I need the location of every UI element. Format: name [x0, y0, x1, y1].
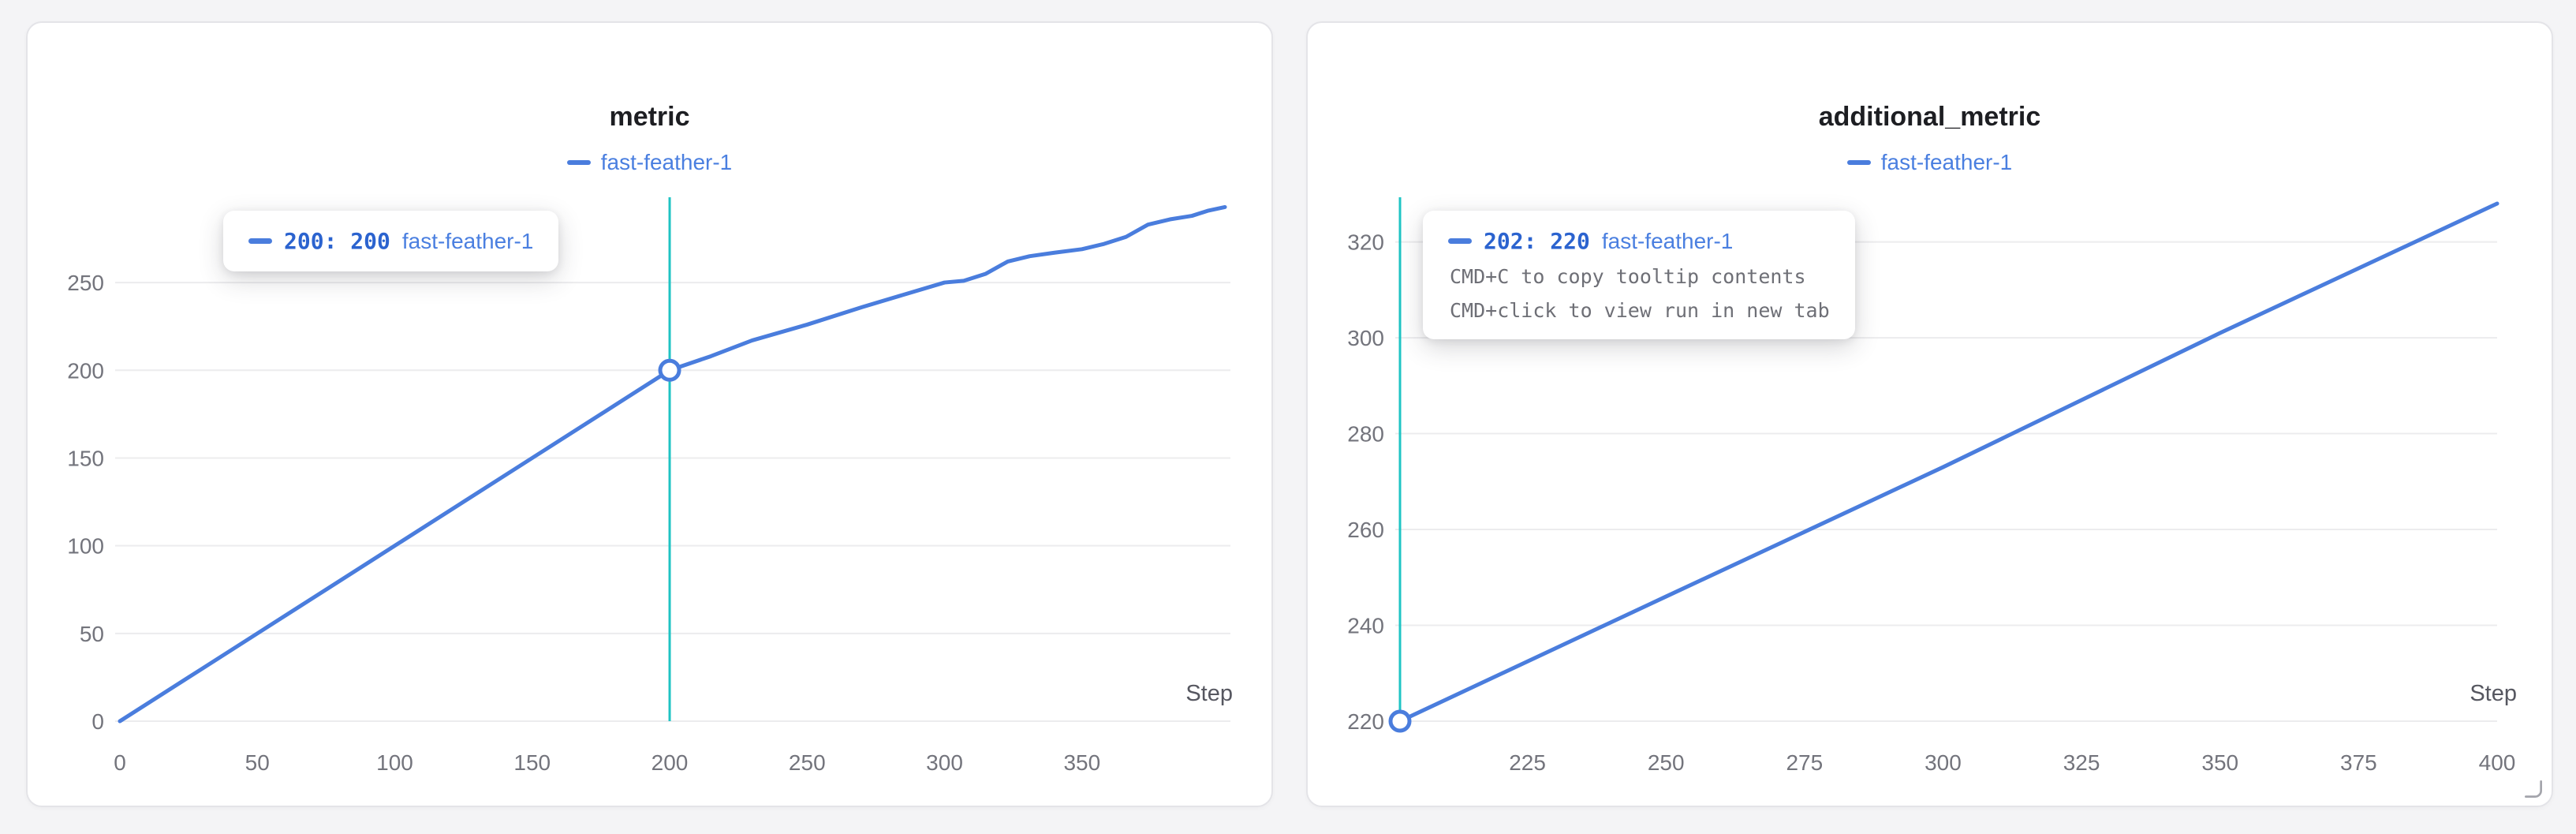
tooltip-run-name: fast-feather-1 — [1601, 228, 1734, 253]
svg-text:375: 375 — [2340, 750, 2377, 775]
tooltip-step-value: 200: 200 — [284, 228, 390, 254]
run-color-dash-icon — [1846, 160, 1871, 165]
chart-legend[interactable]: fast-feather-1 — [28, 150, 1271, 175]
svg-text:Step: Step — [1185, 681, 1233, 706]
svg-text:325: 325 — [2063, 750, 2100, 775]
svg-text:250: 250 — [789, 750, 826, 775]
svg-text:100: 100 — [376, 750, 413, 775]
tooltip-run-row: 202: 220 fast-feather-1 — [1448, 228, 1830, 254]
svg-text:250: 250 — [1648, 750, 1685, 775]
svg-text:400: 400 — [2479, 750, 2516, 775]
svg-text:275: 275 — [1786, 750, 1823, 775]
svg-text:Step: Step — [2470, 681, 2517, 706]
tooltip-step-value: 202: 220 — [1484, 228, 1590, 254]
svg-text:200: 200 — [67, 358, 104, 383]
svg-text:260: 260 — [1347, 518, 1384, 542]
tooltip-run-row: 200: 200 fast-feather-1 — [248, 228, 533, 254]
metric-chart-area[interactable]: 0 50 100 150 200 250 0 50 100 150 200 250 300 350 Step — [28, 23, 1275, 809]
svg-text:300: 300 — [1925, 750, 1962, 775]
svg-text:100: 100 — [67, 534, 104, 559]
svg-text:320: 320 — [1347, 230, 1384, 255]
chart-title: metric — [609, 102, 690, 132]
svg-text:200: 200 — [651, 750, 689, 775]
panel-additional-metric[interactable]: additional_metric fast-feather-1 220 240 2… — [1306, 21, 2553, 807]
additional-metric-chart-area[interactable]: 220 240 260 280 300 320 225 250 275 300 325 350 375 4… — [1308, 23, 2555, 809]
chart-tooltip: 200: 200 fast-feather-1 — [223, 211, 559, 271]
chart-tooltip: 202: 220 fast-feather-1 CMD+C to copy to… — [1423, 211, 1855, 339]
svg-text:150: 150 — [513, 750, 551, 775]
tooltip-open-run-hint: CMD+click to view run in new tab — [1450, 299, 1830, 322]
svg-text:50: 50 — [80, 622, 104, 646]
tooltip-run-name: fast-feather-1 — [401, 228, 534, 253]
panel-metric[interactable]: metric fast-feather-1 0 50 100 150 200 250 0 50… — [26, 21, 1273, 807]
resize-corner-icon — [2525, 780, 2542, 798]
svg-text:350: 350 — [1063, 750, 1100, 775]
panel-resize-handle[interactable] — [2520, 776, 2547, 802]
run-color-dash-icon — [248, 238, 272, 244]
svg-text:50: 50 — [245, 750, 270, 775]
run-color-dash-icon — [1448, 238, 1472, 244]
svg-text:150: 150 — [67, 446, 104, 470]
chart-title: additional_metric — [1818, 102, 2041, 132]
svg-text:300: 300 — [1347, 326, 1384, 350]
tooltip-copy-hint: CMD+C to copy tooltip contents — [1450, 265, 1806, 288]
svg-text:225: 225 — [1509, 750, 1546, 775]
chart-legend[interactable]: fast-feather-1 — [1308, 150, 2552, 175]
legend-run-name: fast-feather-1 — [600, 150, 733, 174]
svg-text:0: 0 — [91, 709, 104, 734]
legend-run-name: fast-feather-1 — [1880, 150, 2013, 174]
svg-text:240: 240 — [1347, 614, 1384, 638]
svg-text:250: 250 — [67, 271, 104, 295]
svg-text:0: 0 — [114, 750, 126, 775]
run-color-dash-icon — [566, 160, 591, 165]
svg-text:220: 220 — [1347, 709, 1384, 734]
svg-text:350: 350 — [2201, 750, 2238, 775]
svg-text:300: 300 — [926, 750, 963, 775]
svg-text:280: 280 — [1347, 422, 1384, 447]
